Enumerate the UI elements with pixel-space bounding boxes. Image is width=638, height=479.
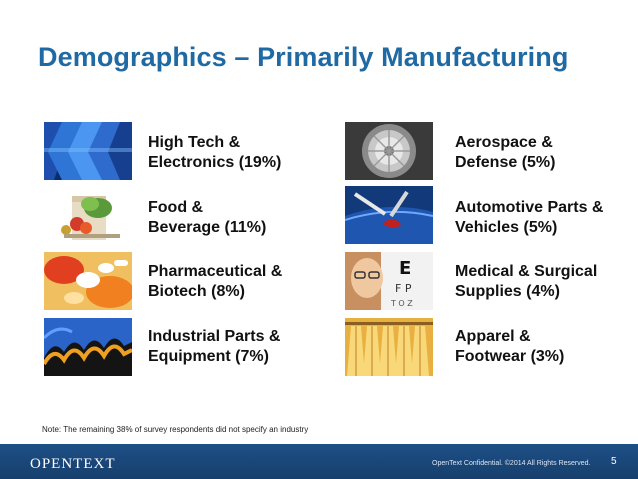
copyright-text: OpenText Confidential. ©2014 All Rights … [432,460,591,467]
pharmaceutical-icon [44,252,132,310]
industry-label-line2: Supplies (4%) [455,283,560,300]
industry-label-line1: Industrial Parts & [148,328,281,345]
industry-label-line2: Biotech (8%) [148,283,245,300]
svg-text:E: E [399,258,411,279]
industry-label-line2: Vehicles (5%) [455,219,558,236]
svg-text:T O Z: T O Z [390,299,413,308]
industry-label-line2: Electronics (19%) [148,154,282,171]
apparel-icon [345,318,433,376]
industry-label-line1: Automotive Parts & [455,199,604,216]
industry-label-line2: Beverage (11%) [148,219,267,236]
opentext-logo: OPENTEXT [30,456,116,472]
page-number: 5 [611,456,617,467]
industry-label-line2: Defense (5%) [455,154,556,171]
industry-label-line1: Aerospace & [455,134,553,151]
automotive-icon [345,186,433,244]
industry-label-line1: High Tech & [148,134,241,151]
industry-label-line1: Food & [148,199,204,216]
food-icon [44,186,132,244]
aerospace-icon [345,122,433,180]
industry-label-line2: Equipment (7%) [148,348,269,365]
industrial-gear-icon [44,318,132,376]
industry-label-line1: Apparel & [455,328,531,345]
industry-label-line2: Footwear (3%) [455,348,565,365]
high-tech-icon [44,122,132,180]
industry-label-line1: Medical & Surgical [455,263,598,280]
industry-label-line1: Pharmaceutical & [148,263,283,280]
medical-icon: E F P T O Z [345,252,433,310]
svg-text:F P: F P [395,282,412,295]
slide-title: Demographics – Primarily Manufacturing [38,42,569,72]
survey-note: Note: The remaining 38% of survey respon… [42,425,309,434]
footer-bar: OPENTEXT OpenText Confidential. ©2014 Al… [0,444,638,479]
